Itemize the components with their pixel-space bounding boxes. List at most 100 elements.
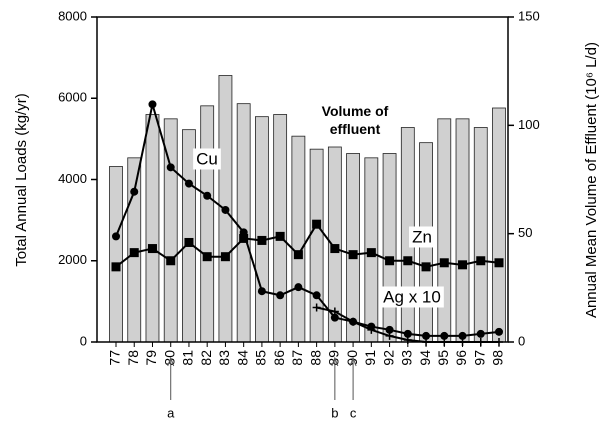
x-tick-label: 93 [399,350,415,366]
marker [458,338,467,346]
marker [476,256,486,266]
x-tick-label: 97 [471,350,487,366]
x-tick-label: 95 [435,350,451,366]
annotation: c [350,405,357,420]
marker [130,187,139,196]
marker [476,338,485,346]
x-tick-label: 80 [161,350,177,366]
bar [109,166,123,343]
marker [148,100,157,109]
bar [473,127,488,343]
line [115,104,500,337]
marker [276,291,285,300]
x-tick-label: 84 [234,350,250,366]
x-tick-label: 89 [326,350,342,366]
x-tick-label: 90 [344,350,360,366]
marker [440,338,449,346]
marker [458,331,467,340]
marker [239,233,249,243]
line [115,222,500,268]
x-tick-label: 91 [362,350,378,366]
x-tick-label: 79 [143,350,159,366]
series-label: Zn [412,227,432,246]
marker [275,231,285,241]
marker [330,307,339,316]
marker [312,219,322,229]
bar [273,114,288,343]
marker [312,291,321,300]
x-tick-label: 94 [417,350,433,366]
marker [385,331,394,340]
x-tick-label: 77 [107,350,123,366]
marker [184,179,193,188]
y-axis-label: Total Annual Loads (kg/yr) [13,93,30,266]
label-background [193,148,221,170]
marker [129,248,139,258]
y2-tick-label: 150 [518,8,540,23]
annotation: a [167,405,175,420]
marker [312,303,321,312]
x-tick-label: 82 [198,350,214,366]
annotation-arrowhead [331,356,339,367]
x-tick-label: 83 [216,350,232,366]
marker [294,283,303,292]
label-background [380,286,444,308]
y-tick-label: 4000 [58,171,87,186]
bar [255,116,269,343]
marker [367,325,376,334]
y-tick-label: 8000 [58,8,87,23]
marker [111,262,121,272]
bar [291,135,306,343]
marker [495,327,503,336]
marker [385,325,394,334]
x-tick-label: 98 [490,350,506,366]
marker [112,232,120,241]
marker [348,250,358,260]
bar [382,153,397,343]
y2-tick-label: 0 [518,333,525,348]
series-label: Volume of effluent [322,103,389,137]
y-tick-label: 0 [80,333,87,348]
marker [202,252,212,262]
annotation: b [331,405,338,420]
bar [200,105,215,343]
marker [147,244,157,254]
x-tick-label: 86 [271,350,287,366]
y-tick-label: 6000 [58,90,87,105]
marker [494,258,504,268]
marker [421,262,431,272]
marker [203,191,212,200]
x-tick-label: 87 [289,350,305,366]
marker [220,252,230,262]
annotation-arrowhead [167,356,175,367]
bar [455,118,470,343]
marker [166,163,175,172]
series-label: Cu [196,149,218,168]
bar [145,114,160,343]
x-tick-label: 88 [307,350,323,366]
marker [495,338,503,346]
y-tick-label: 2000 [58,252,87,267]
bar [437,118,452,343]
marker [293,250,303,260]
marker [257,235,267,245]
marker [403,329,412,338]
x-tick-label: 92 [380,350,396,366]
bar [492,107,506,343]
y2-tick-label: 100 [518,117,540,132]
marker [330,244,340,254]
marker [221,205,230,214]
marker [422,338,431,346]
label-background [409,226,435,248]
x-tick-label: 81 [180,350,196,366]
marker [257,287,266,296]
marker [439,258,449,268]
marker [349,317,358,326]
annotation-arrowhead [349,356,357,367]
marker [385,256,395,266]
series-label: Ag x 10 [383,287,441,306]
marker [166,256,176,266]
x-tick-label: 78 [125,350,141,366]
marker [184,237,194,247]
